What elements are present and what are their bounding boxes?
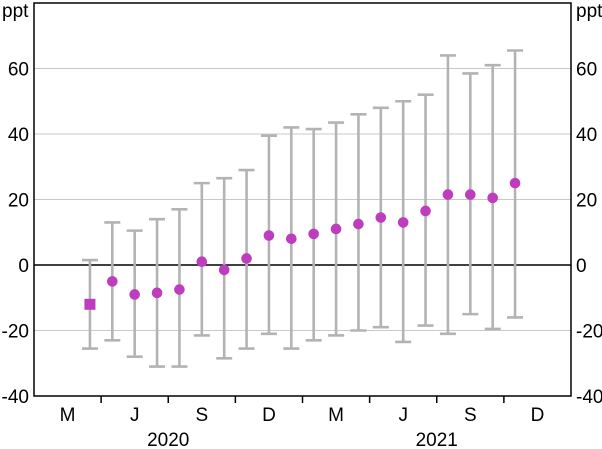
- data-point: [151, 287, 163, 299]
- y-tick-label-left: 60: [8, 60, 29, 81]
- y-tick-label-left: -40: [2, 387, 29, 408]
- x-month-label: D: [262, 405, 276, 426]
- y-tick-label-left: 20: [8, 191, 29, 212]
- x-month-label: D: [531, 405, 545, 426]
- y-axis-unit-left: ppt: [2, 1, 29, 22]
- x-month-label: S: [195, 405, 208, 426]
- y-tick-label-right: -20: [576, 322, 602, 343]
- y-tick-label-left: 0: [18, 256, 29, 277]
- data-point: [263, 230, 275, 241]
- data-point: [308, 228, 319, 240]
- y-tick-label-right: 20: [576, 191, 597, 212]
- x-month-label: J: [398, 405, 408, 426]
- y-tick-label-right: 40: [576, 125, 597, 146]
- data-point-square: [84, 298, 96, 310]
- y-tick-label-left: -20: [2, 322, 29, 343]
- y-tick-label-right: -40: [576, 387, 602, 408]
- data-point: [397, 217, 409, 228]
- x-month-label: J: [130, 405, 140, 426]
- y-tick-label-right: 0: [576, 256, 587, 277]
- y-tick-label-left: 40: [8, 125, 29, 146]
- data-point: [442, 189, 454, 200]
- data-point: [330, 223, 342, 235]
- data-point: [353, 218, 364, 230]
- data-point: [487, 192, 498, 204]
- data-point: [218, 264, 230, 276]
- x-month-label: S: [464, 405, 477, 426]
- y-tick-label-right: 60: [576, 60, 597, 81]
- data-point: [375, 212, 387, 223]
- data-point: [241, 253, 252, 264]
- x-year-label: 2020: [147, 430, 189, 449]
- data-point: [420, 205, 431, 217]
- y-axis-unit-right: ppt: [576, 1, 602, 22]
- data-point: [465, 189, 476, 200]
- data-point: [196, 256, 208, 268]
- data-point: [129, 289, 140, 300]
- x-month-label: M: [60, 405, 76, 426]
- data-point: [509, 177, 521, 189]
- data-point: [107, 276, 118, 287]
- x-year-label: 2021: [416, 430, 458, 449]
- x-month-label: M: [328, 405, 344, 426]
- data-point: [174, 284, 185, 295]
- data-point: [286, 233, 297, 245]
